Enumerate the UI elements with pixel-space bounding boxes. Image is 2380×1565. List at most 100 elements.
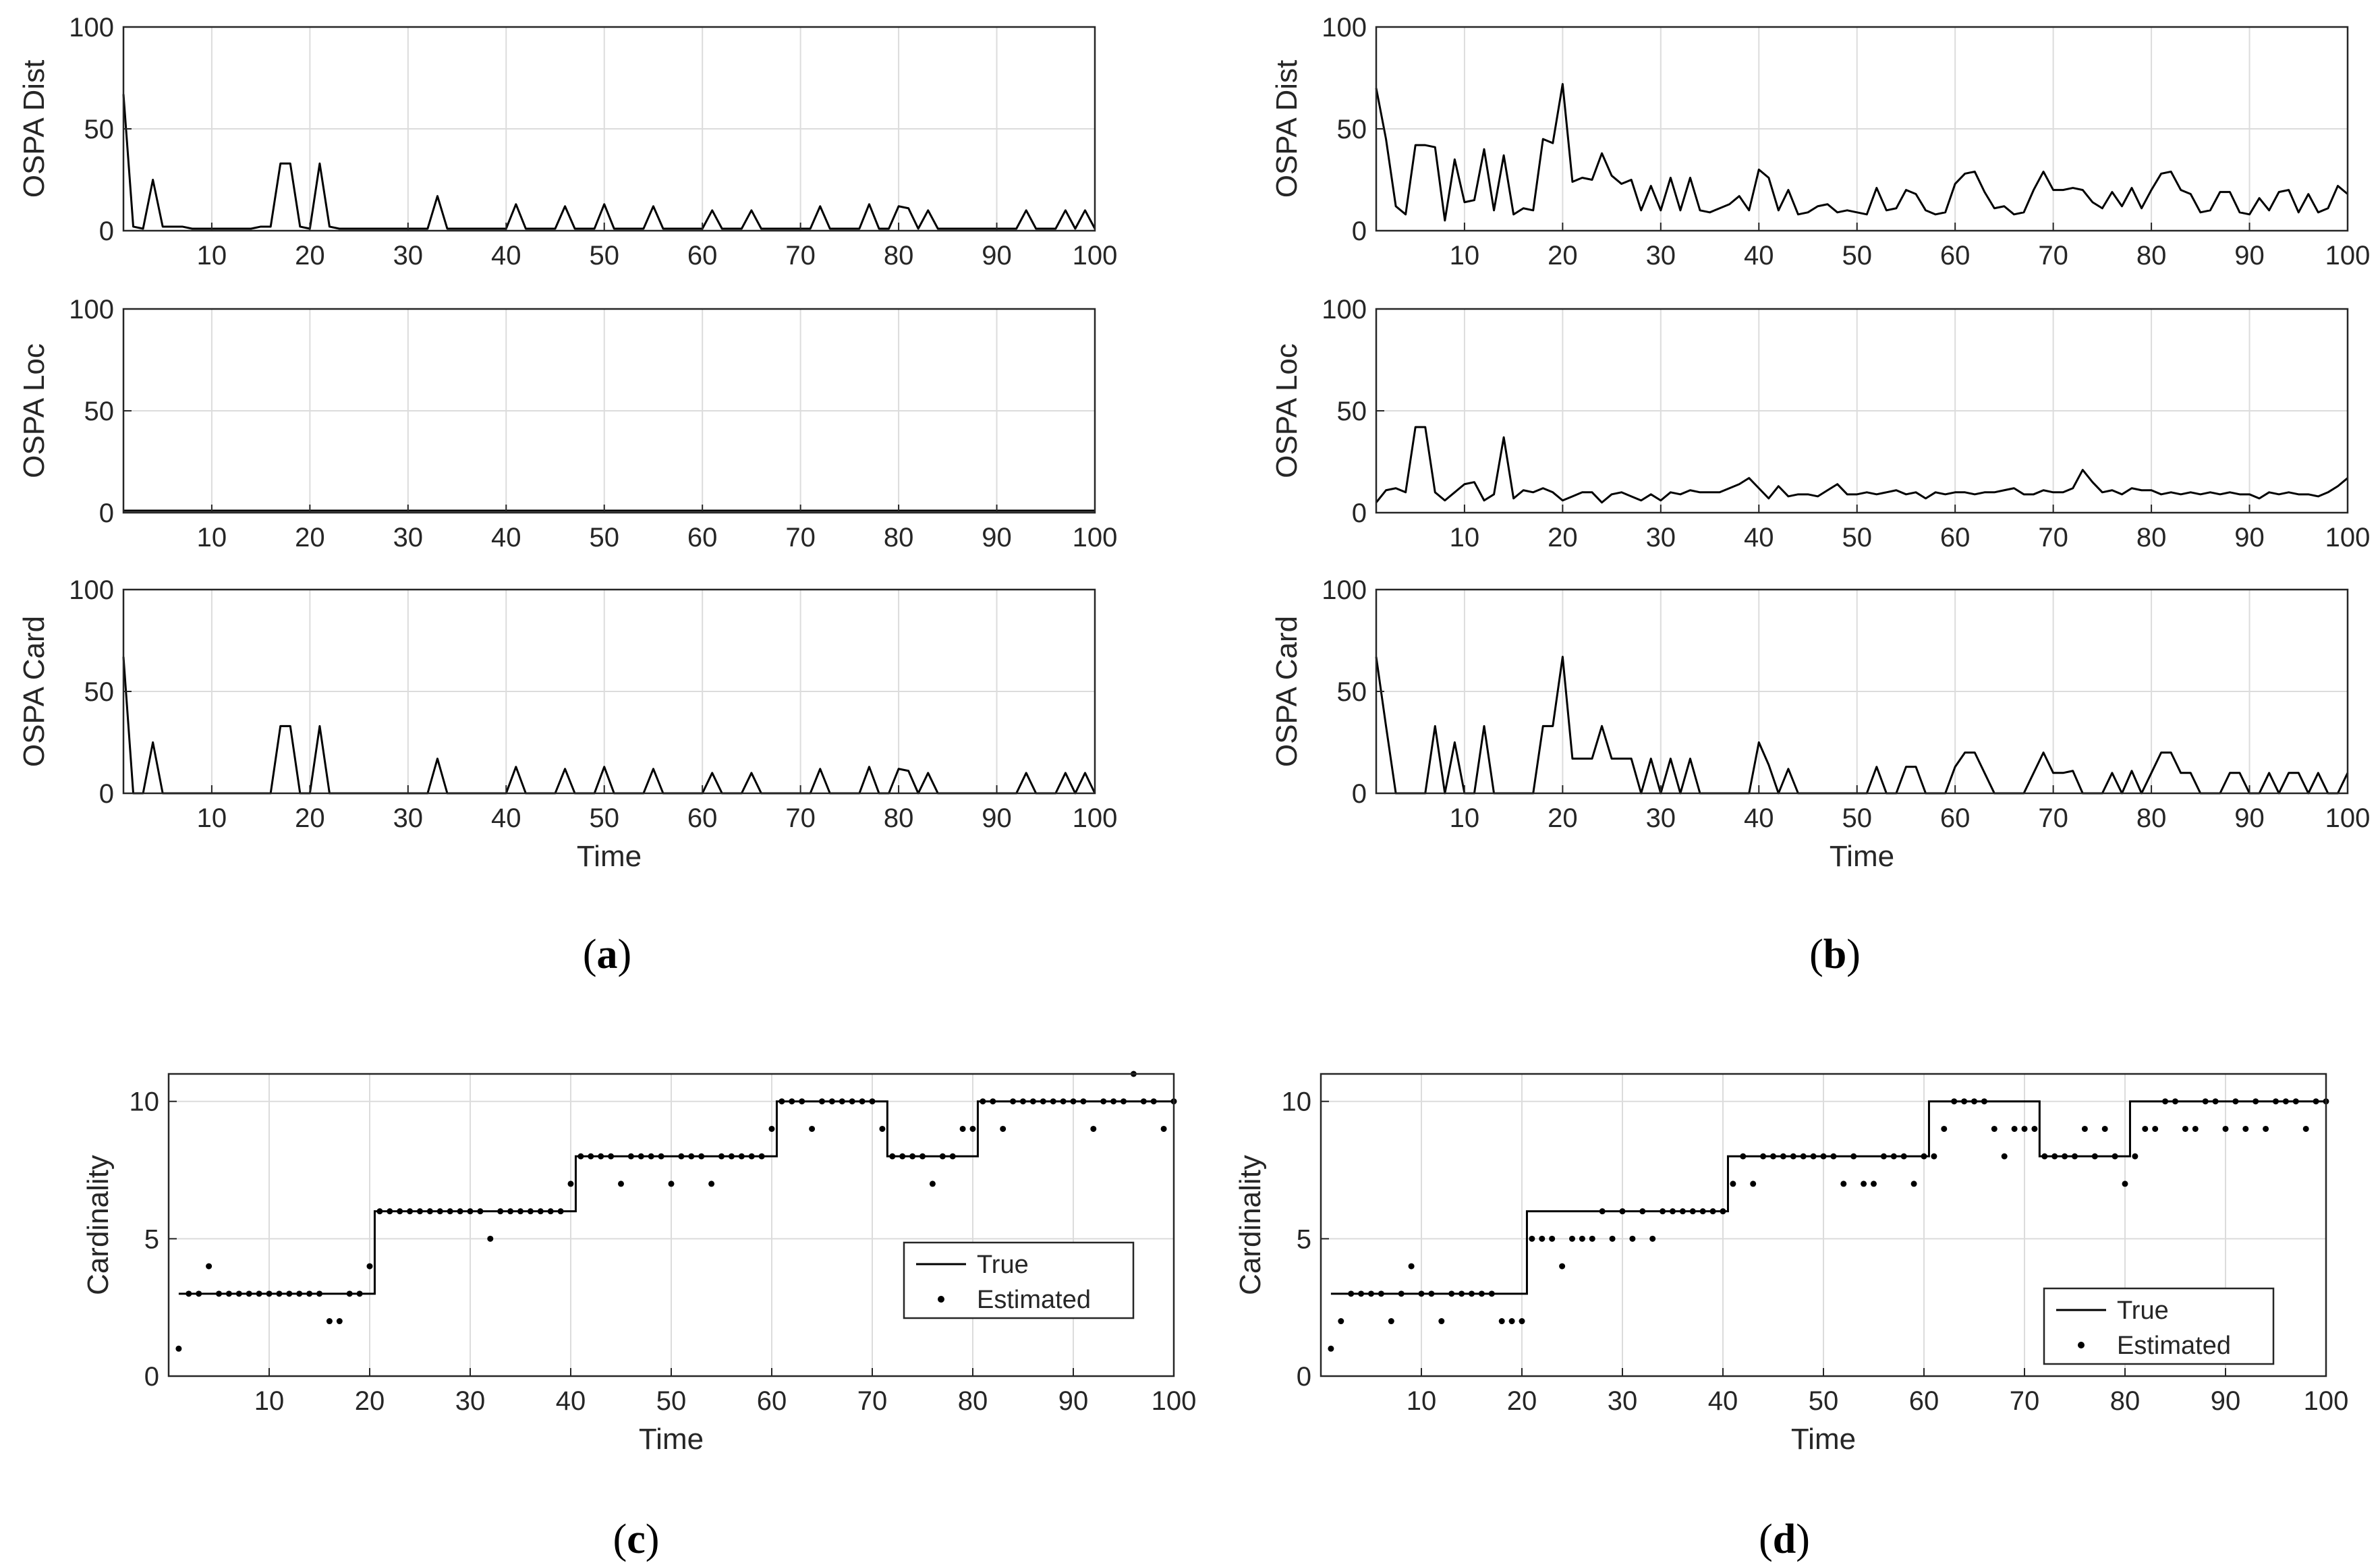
x-tick-label: 10 bbox=[1450, 803, 1480, 833]
x-tick-label: 20 bbox=[355, 1386, 385, 1416]
data-point-estimated bbox=[497, 1208, 504, 1215]
data-point-estimated bbox=[417, 1208, 423, 1215]
caption-b: (b) bbox=[1809, 932, 1861, 977]
data-point-estimated bbox=[1699, 1208, 1706, 1215]
data-point-estimated bbox=[768, 1125, 775, 1132]
data-point-estimated bbox=[1569, 1235, 1575, 1242]
y-tick-label: 50 bbox=[84, 115, 115, 144]
data-point-estimated bbox=[1418, 1290, 1425, 1297]
data-point-estimated bbox=[477, 1208, 484, 1215]
data-point-estimated bbox=[436, 1208, 443, 1215]
data-point-estimated bbox=[1498, 1318, 1505, 1325]
data-point-estimated bbox=[1629, 1235, 1636, 1242]
data-point-estimated bbox=[879, 1125, 886, 1132]
x-tick-label: 30 bbox=[455, 1386, 486, 1416]
data-point-estimated bbox=[2292, 1098, 2299, 1105]
series-line-true bbox=[1330, 1100, 2326, 1295]
data-point-estimated bbox=[1709, 1208, 1716, 1215]
legend: True Estimated bbox=[2043, 1287, 2275, 1365]
y-axis-label: OSPA Card bbox=[1270, 616, 1303, 767]
y-tick-label: 100 bbox=[1322, 575, 1367, 605]
data-point-estimated bbox=[1100, 1098, 1107, 1105]
x-tick-label: 100 bbox=[1073, 803, 1118, 833]
y-tick-label: 0 bbox=[99, 217, 114, 246]
data-point-estimated bbox=[397, 1208, 403, 1215]
data-point-estimated bbox=[1689, 1208, 1696, 1215]
data-point-estimated bbox=[598, 1153, 604, 1160]
legend-true-label: True bbox=[977, 1251, 1029, 1279]
data-point-estimated bbox=[748, 1153, 755, 1160]
x-tick-label: 80 bbox=[884, 803, 914, 833]
series-line bbox=[1375, 83, 2348, 222]
x-tick-label: 60 bbox=[757, 1386, 787, 1416]
data-point-estimated bbox=[1830, 1153, 1837, 1160]
data-point-estimated bbox=[1478, 1290, 1485, 1297]
data-point-estimated bbox=[2132, 1153, 2138, 1160]
data-point-estimated bbox=[1010, 1098, 1017, 1105]
data-point-estimated bbox=[1760, 1153, 1767, 1160]
data-point-estimated bbox=[366, 1263, 373, 1270]
data-point-estimated bbox=[799, 1098, 805, 1105]
x-tick-label: 50 bbox=[589, 523, 619, 552]
data-point-estimated bbox=[2263, 1125, 2269, 1132]
x-tick-label: 40 bbox=[1744, 241, 1774, 271]
data-point-estimated bbox=[1740, 1153, 1747, 1160]
y-axis-label: Cardinality bbox=[82, 1155, 115, 1295]
data-point-estimated bbox=[306, 1290, 313, 1297]
data-point-estimated bbox=[718, 1153, 725, 1160]
y-tick-label: 0 bbox=[99, 779, 114, 809]
data-point-estimated bbox=[1840, 1180, 1847, 1187]
x-tick-label: 10 bbox=[197, 803, 227, 833]
data-point-estimated bbox=[2062, 1153, 2068, 1160]
x-tick-label: 30 bbox=[393, 803, 424, 833]
y-tick-label: 5 bbox=[144, 1224, 159, 1254]
x-tick-label: 60 bbox=[687, 523, 718, 552]
data-point-estimated bbox=[1991, 1125, 1998, 1132]
data-point-estimated bbox=[688, 1153, 695, 1160]
data-point-estimated bbox=[2252, 1098, 2259, 1105]
chart-a3: 10 20 30 40 50 60 70 80 90 100 0 50 100 OSPA Card Time bbox=[18, 575, 1117, 873]
data-point-estimated bbox=[547, 1208, 554, 1215]
x-tick-label: 90 bbox=[2234, 523, 2265, 552]
data-point-estimated bbox=[1790, 1153, 1796, 1160]
legend-true-label: True bbox=[2117, 1297, 2169, 1325]
data-point-estimated bbox=[919, 1153, 926, 1160]
legend-estimated-label: Estimated bbox=[2117, 1332, 2231, 1360]
y-tick-label: 10 bbox=[1282, 1087, 1312, 1117]
data-point-estimated bbox=[1358, 1290, 1365, 1297]
data-point-estimated bbox=[899, 1153, 906, 1160]
data-point-estimated bbox=[658, 1153, 664, 1160]
data-point-estimated bbox=[909, 1153, 916, 1160]
data-point-estimated bbox=[376, 1208, 383, 1215]
x-tick-label: 70 bbox=[2038, 241, 2068, 271]
x-tick-label: 60 bbox=[1940, 241, 1971, 271]
data-point-estimated bbox=[246, 1290, 252, 1297]
data-point-estimated bbox=[1660, 1208, 1666, 1215]
data-point-estimated bbox=[567, 1180, 574, 1187]
data-point-estimated bbox=[1029, 1098, 1036, 1105]
data-point-estimated bbox=[1150, 1098, 1157, 1105]
data-point-estimated bbox=[1140, 1098, 1147, 1105]
caption-c: (c) bbox=[613, 1516, 660, 1562]
data-point-estimated bbox=[869, 1098, 876, 1105]
chart-b2: 10 20 30 40 50 60 70 80 90 100 0 50 100 OSPA Loc bbox=[1270, 295, 2370, 552]
y-tick-label: 5 bbox=[1297, 1224, 1311, 1254]
data-point-estimated bbox=[557, 1208, 564, 1215]
data-point-estimated bbox=[276, 1290, 283, 1297]
data-point-estimated bbox=[608, 1153, 615, 1160]
data-point-estimated bbox=[1941, 1125, 1948, 1132]
data-point-estimated bbox=[1599, 1208, 1606, 1215]
x-tick-label: 40 bbox=[491, 241, 521, 271]
data-point-estimated bbox=[1800, 1153, 1807, 1160]
data-point-estimated bbox=[1388, 1318, 1394, 1325]
x-tick-label: 80 bbox=[884, 241, 914, 271]
data-point-estimated bbox=[1080, 1098, 1087, 1105]
series-line bbox=[122, 94, 1096, 230]
x-tick-label: 80 bbox=[2136, 241, 2167, 271]
data-point-estimated bbox=[206, 1263, 213, 1270]
data-point-estimated bbox=[186, 1290, 192, 1297]
data-point-estimated bbox=[1020, 1098, 1026, 1105]
data-point-estimated bbox=[1428, 1290, 1435, 1297]
data-point-estimated bbox=[1951, 1098, 1958, 1105]
